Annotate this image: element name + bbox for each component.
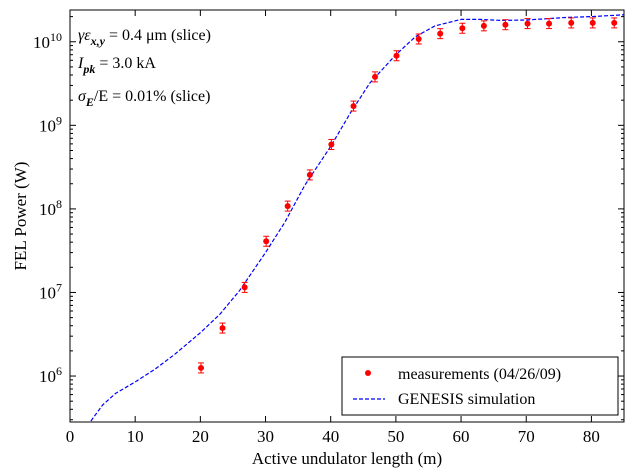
measurement-point [502,19,509,31]
x-tick-label: 80 [583,427,600,446]
measurement-point [263,235,270,247]
y-tick-label-base: 10 [39,367,56,386]
annotation-symbol: σ [78,88,87,105]
annotation-value: = 0.4 μm (slice) [105,27,211,44]
measurement-point [198,362,205,374]
annotation-symbol: γε [78,27,91,44]
measurement-marker [502,21,509,28]
legend-label-genesis: GENESIS simulation [398,391,535,408]
data-marks [90,14,625,422]
measurement-point [284,200,291,212]
y-tick-label: 106 [39,364,62,386]
y-tick-label-exponent: 8 [56,197,62,211]
measurement-marker [546,20,553,27]
annotation-subscript: pk [82,62,95,76]
measurement-marker [480,22,487,29]
annotation-value: = 3.0 kA [95,55,156,72]
measurement-point [372,71,379,83]
measurement-marker [219,325,226,332]
parameter-annotation: σE/E = 0.01% (slice) [78,88,210,109]
measurement-point [328,138,335,150]
measurement-point [415,33,422,45]
y-tick-label-base: 10 [39,200,56,219]
measurement-marker [306,171,313,178]
measurement-point [393,50,400,62]
parameter-annotation: γεx,y = 0.4 μm (slice) [78,27,211,48]
y-tick-label: 107 [39,280,62,302]
x-tick-label: 10 [127,427,144,446]
x-tick-label: 60 [453,427,470,446]
measurement-marker [589,19,596,26]
measurement-point [437,28,444,40]
y-tick-label: 1010 [33,30,62,52]
measurement-marker [568,19,575,26]
measurement-marker [524,20,531,27]
y-axis-label: FEL Power (W) [11,162,30,271]
plot-frame [69,9,625,423]
measurement-marker [198,364,205,371]
measurement-marker [459,25,466,32]
measurement-point [568,17,575,29]
x-tick-label: 30 [257,427,274,446]
y-tick-label-base: 10 [39,116,56,135]
measurement-marker [393,52,400,59]
y-tick-label: 108 [39,197,62,219]
measurement-point [611,17,618,29]
annotation-subscript: x,y [90,34,106,48]
measurement-marker [372,73,379,80]
measurement-point [306,169,313,181]
measurement-marker [611,19,618,26]
legend-box [341,356,619,416]
measurement-point [546,18,553,30]
measurement-point [350,100,357,112]
measurement-marker [284,203,291,210]
measurement-marker [241,284,248,291]
genesis-simulation-line [90,14,625,422]
measurement-marker [328,141,335,148]
legend-label-measurements: measurements (04/26/09) [398,366,561,383]
measurement-point [524,18,531,30]
measurement-marker [350,103,357,110]
y-tick-label-exponent: 10 [50,30,62,44]
measurement-point [459,22,466,34]
measurement-point [219,322,226,334]
y-tick-label-base: 10 [39,283,56,302]
annotations: γεx,y = 0.4 μm (slice) Ipk = 3.0 kA σE/E =… [77,27,211,109]
legend: measurements (04/26/09) GENESIS simulati… [341,356,619,416]
annotation-symbol: I [77,55,84,72]
x-tick-label: 20 [192,427,209,446]
x-tick-label: 70 [518,427,535,446]
annotation-subscript: E [85,95,94,109]
y-tick-label-base: 10 [33,33,50,52]
measurement-marker [437,30,444,37]
measurement-point [480,20,487,32]
measurement-marker [415,35,422,42]
y-tick-label-exponent: 9 [56,113,62,127]
x-tick-label: 50 [387,427,404,446]
plot-area [70,10,624,422]
measurement-marker [263,238,270,245]
measurement-point [241,281,248,293]
x-axis-label: Active undulator length (m) [252,449,442,468]
y-tick-label: 109 [39,113,62,135]
legend-marker-measurements [365,370,371,376]
x-tick-label: 0 [66,427,75,446]
x-tick-label: 40 [322,427,339,446]
y-tick-label-exponent: 6 [56,364,62,378]
measurement-point [589,17,596,29]
parameter-annotation: Ipk = 3.0 kA [77,55,156,76]
annotation-value: /E = 0.01% (slice) [94,88,211,105]
y-tick-label-exponent: 7 [56,280,62,294]
